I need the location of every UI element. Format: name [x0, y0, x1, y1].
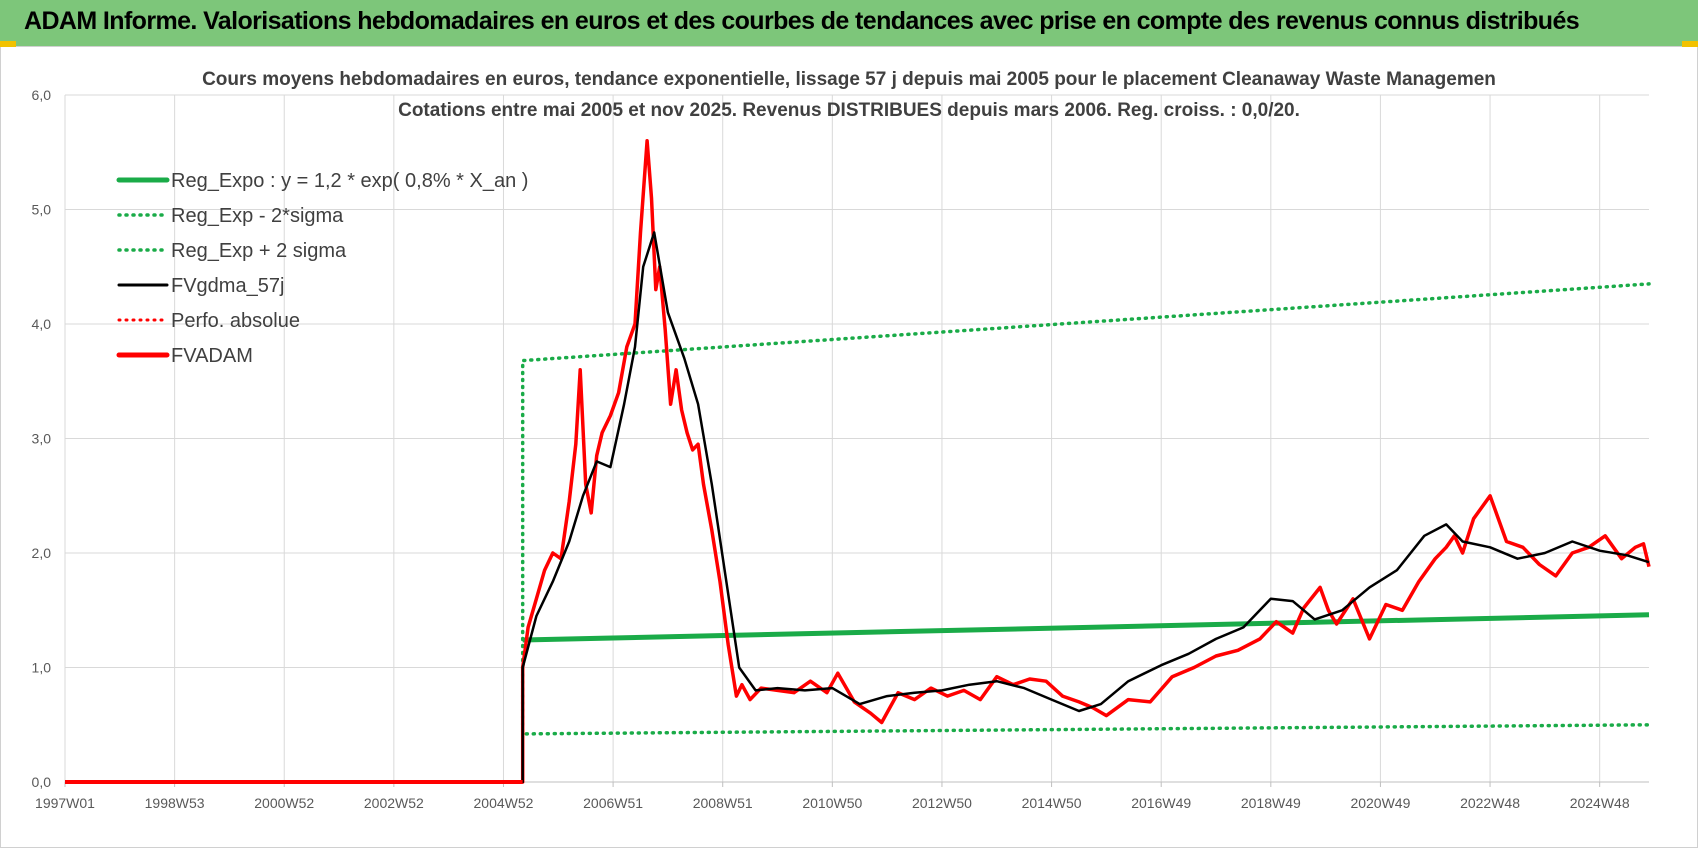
- chart-frame: Cours moyens hebdomadaires en euros, ten…: [0, 46, 1698, 848]
- x-tick-label: 2016W49: [1131, 795, 1191, 811]
- legend-label: FVgdma_57j: [171, 275, 284, 297]
- corner-mark-right: [1682, 41, 1698, 47]
- x-tick-label: 2024W48: [1570, 795, 1630, 811]
- x-tick-label: 2010W50: [802, 795, 862, 811]
- x-tick-label: 1998W53: [145, 795, 205, 811]
- chart-legend: Reg_Expo : y = 1,2 * exp( 0,8% * X_an ) R…: [116, 170, 528, 367]
- legend-label: Perfo. absolue: [171, 310, 300, 332]
- y-tick-label: 0,0: [32, 774, 52, 790]
- line-chart: Cours moyens hebdomadaires en euros, ten…: [32, 69, 1651, 811]
- x-tick-label: 2006W51: [583, 795, 643, 811]
- x-tick-label: 2014W50: [1022, 795, 1082, 811]
- corner-mark-left: [0, 41, 16, 47]
- reg-expo-line: [522, 612, 1650, 643]
- header-bar: ADAM Informe. Valorisations hebdomadaire…: [0, 0, 1698, 47]
- x-tick-label: 2000W52: [254, 795, 314, 811]
- x-tick-label: 1997W01: [35, 795, 95, 811]
- y-tick-label: 3,0: [32, 431, 52, 447]
- chart-title: Cours moyens hebdomadaires en euros, ten…: [202, 69, 1496, 90]
- legend-label: Reg_Exp + 2 sigma: [171, 240, 347, 262]
- y-tick-label: 4,0: [32, 316, 52, 332]
- fvadam-line: [65, 139, 1651, 784]
- series-group: [65, 139, 1651, 784]
- x-tick-label: 2020W49: [1350, 795, 1410, 811]
- y-tick-label: 2,0: [32, 545, 52, 561]
- reg-minus-2sigma-line: [520, 665, 1651, 736]
- x-axis-ticks: 1997W01 1998W53 2000W52 2002W52 2004W52 2006W…: [35, 781, 1649, 811]
- legend-label: FVADAM: [171, 345, 253, 367]
- x-tick-label: 2018W49: [1241, 795, 1301, 811]
- x-tick-label: 2012W50: [912, 795, 972, 811]
- x-tick-label: 2022W48: [1460, 795, 1520, 811]
- x-tick-label: 2004W52: [474, 795, 534, 811]
- reg-plus-2sigma-line: [520, 282, 1651, 670]
- fvgdma-57j-line: [65, 231, 1650, 784]
- chart-subtitle: Cotations entre mai 2005 et nov 2025. Re…: [398, 100, 1300, 121]
- x-tick-label: 2008W51: [693, 795, 753, 811]
- y-axis-ticks: 0,0 1,0 2,0 3,0 4,0 5,0 6,0: [32, 87, 52, 790]
- legend-label: Reg_Expo : y = 1,2 * exp( 0,8% * X_an ): [171, 170, 528, 192]
- y-tick-label: 6,0: [32, 87, 52, 103]
- y-tick-label: 1,0: [32, 660, 52, 676]
- grid: [64, 94, 1649, 783]
- x-tick-label: 2002W52: [364, 795, 424, 811]
- header-title: ADAM Informe. Valorisations hebdomadaire…: [24, 7, 1580, 35]
- y-tick-label: 5,0: [32, 202, 52, 218]
- legend-label: Reg_Exp - 2*sigma: [171, 205, 344, 227]
